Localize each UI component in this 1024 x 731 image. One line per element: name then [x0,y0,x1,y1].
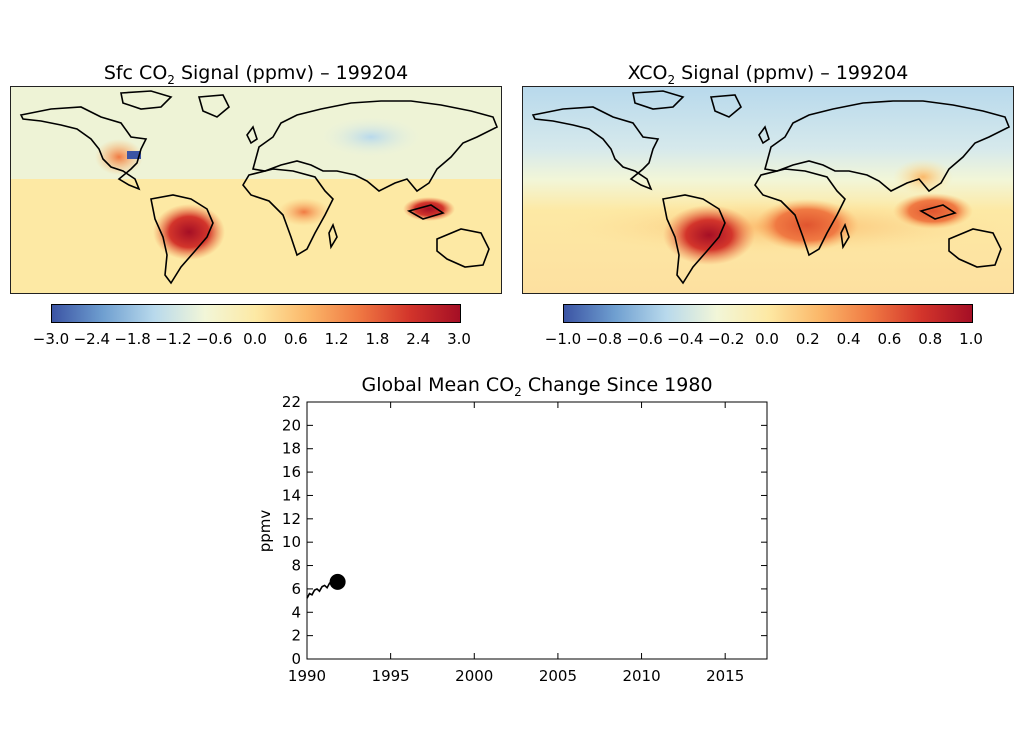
right-asia-warm [893,159,953,195]
right-tick: 0.2 [795,330,820,348]
left-map-svg [11,87,501,293]
left-usa-negative [127,151,141,159]
right-tick: −0.6 [626,330,663,348]
left-tick: 1.8 [365,330,390,348]
left-tick: −2.4 [73,330,111,348]
right-africa-hotspot [755,199,859,251]
left-tick: −1.8 [114,330,151,348]
left-title-sub: 2 [167,72,175,87]
x-tick-label: 2005 [539,667,577,685]
x-tick-label: 2015 [706,667,744,685]
left-tick: 0.0 [243,330,267,348]
left-map [10,86,502,294]
current-point-marker [329,573,346,590]
left-tick: −3.0 [32,330,70,348]
x-tick-label: 1995 [372,667,410,685]
right-map-svg [523,87,1013,293]
right-tick: −0.2 [707,330,745,348]
right-tick: 1.0 [959,330,983,348]
left-title-suffix: Signal (ppmv) – 199204 [174,62,409,84]
x-tick-label: 2010 [622,667,660,685]
left-africa-hotspot [278,198,330,226]
right-map-title: XCO2 Signal (ppmv) – 199204 [522,62,1014,87]
right-tick: 0.6 [877,330,902,348]
y-tick-label: 12 [282,510,301,528]
right-indonesia-hotspot [893,193,973,229]
y-axis-ticks: 0 2 4 6 8 10 12 14 16 18 20 22 [282,393,767,668]
chart-title-prefix: Global Mean CO [361,374,515,396]
chart-title-suffix: Change Since 1980 [521,374,713,396]
x-tick-label: 2000 [455,667,493,685]
left-colorbar [51,304,461,323]
y-tick-label: 4 [291,603,301,621]
chart-title: Global Mean CO2 Change Since 1980 [307,374,767,399]
y-tick-label: 2 [291,627,301,645]
y-tick-label: 18 [282,440,301,458]
y-tick-label: 6 [291,580,301,598]
y-tick-label: 16 [282,463,301,481]
y-tick-label: 20 [282,416,301,434]
right-tick: −1.0 [544,330,582,348]
y-tick-label: 8 [291,557,301,575]
y-tick-label: 10 [282,533,301,551]
left-tick: 1.2 [324,330,349,348]
y-tick-label: 22 [282,393,301,411]
left-tick: 3.0 [447,330,471,348]
left-tick: −1.2 [155,330,192,348]
right-title-sub: 2 [667,72,676,87]
right-map [522,86,1014,294]
left-tick: 2.4 [406,330,431,348]
y-tick-label: 0 [291,650,301,668]
chart-title-sub: 2 [514,384,522,399]
right-tick: 0.8 [918,330,943,348]
plot-frame [306,401,768,660]
y-tick-label: 14 [282,486,301,504]
left-eurasia-blue [316,115,426,159]
y-axis-label: ppmv [256,510,274,553]
left-amazon-hotspot [153,204,225,260]
right-tick: 0.0 [755,330,779,348]
right-title-prefix: XCO [627,62,668,84]
left-coastlines [19,90,499,285]
x-axis-ticks: 1990 1995 2000 2005 2010 2015 [288,402,744,685]
right-coastlines [531,90,1011,285]
right-colorbar [563,304,973,323]
right-tick: −0.8 [585,330,623,348]
left-tick: 0.6 [283,330,308,348]
left-usa-hotspot [95,139,143,175]
left-title-prefix: Sfc CO [103,62,168,84]
right-tick: −0.4 [667,330,704,348]
right-title-suffix: Signal (ppmv) – 199204 [675,62,909,84]
x-tick-label: 1990 [288,667,326,685]
left-tick: −0.6 [195,330,233,348]
right-tick: 0.4 [836,330,861,348]
left-map-title: Sfc CO2 Signal (ppmv) – 199204 [10,62,502,87]
right-amazon-hotspot [663,205,755,265]
